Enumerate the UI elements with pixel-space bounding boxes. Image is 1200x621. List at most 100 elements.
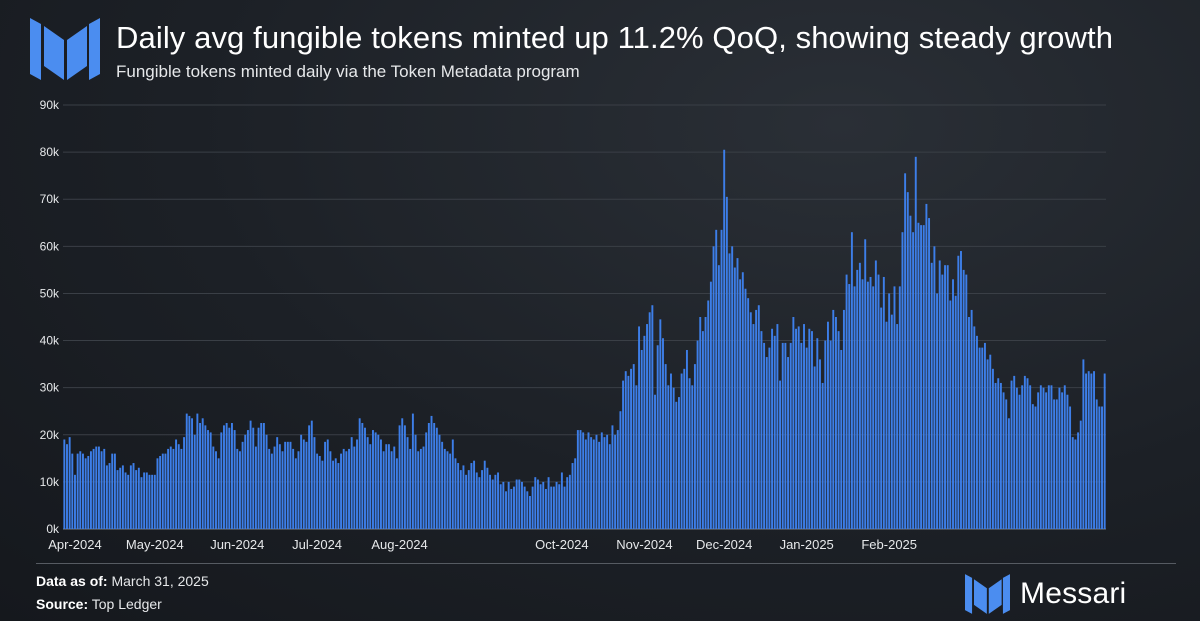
bar: [1093, 371, 1095, 529]
bar: [481, 470, 484, 529]
bar: [260, 423, 263, 529]
bar: [231, 423, 233, 529]
x-tick-label: Dec-2024: [696, 537, 752, 552]
bar: [475, 472, 478, 529]
bar: [76, 453, 79, 529]
bar: [212, 446, 215, 529]
bar: [526, 491, 529, 529]
footer-divider: [36, 563, 1176, 564]
bar: [467, 470, 470, 529]
bar: [725, 196, 728, 529]
bar: [395, 458, 398, 529]
bar: [917, 222, 920, 529]
bar: [427, 423, 430, 529]
bar: [555, 481, 558, 529]
bar: [1013, 375, 1016, 529]
bar: [209, 432, 212, 529]
bar: [662, 338, 664, 529]
bar: [414, 434, 417, 529]
bar: [811, 331, 813, 529]
bar: [1031, 404, 1034, 529]
bar: [976, 335, 978, 529]
bar: [909, 215, 912, 529]
bar: [204, 425, 207, 529]
bar: [1069, 406, 1072, 529]
bar: [390, 451, 393, 529]
bar: [1087, 371, 1090, 529]
bar: [294, 458, 297, 529]
bar: [534, 477, 537, 529]
bar: [161, 453, 164, 529]
bar: [821, 382, 824, 529]
bar: [167, 448, 170, 529]
bar: [433, 423, 436, 529]
bar: [505, 491, 507, 529]
bar: [587, 432, 590, 529]
bar: [858, 262, 861, 529]
bar: [105, 465, 108, 529]
bar: [353, 446, 356, 529]
bar: [262, 423, 265, 529]
bar: [422, 446, 425, 529]
bar: [441, 441, 444, 529]
bar: [521, 481, 523, 529]
bar: [289, 441, 292, 529]
bar: [366, 437, 369, 529]
bar: [991, 368, 994, 529]
bar: [225, 423, 228, 529]
data-as-of-value: March 31, 2025: [111, 573, 209, 589]
bar: [619, 411, 622, 529]
bar: [286, 441, 289, 529]
bar: [941, 274, 944, 529]
bar: [898, 286, 901, 529]
bar: [489, 474, 492, 529]
bar: [744, 288, 747, 529]
bar: [276, 437, 279, 529]
bar: [781, 342, 784, 529]
bar: [1039, 385, 1042, 529]
bar: [840, 349, 843, 529]
bar: [579, 430, 582, 529]
bar: [82, 453, 84, 529]
bar: [789, 342, 792, 529]
bar: [699, 317, 702, 529]
bar: [324, 441, 327, 529]
bar: [752, 324, 755, 529]
bar: [938, 260, 941, 529]
bar: [361, 423, 364, 529]
bar: [435, 427, 438, 529]
bar: [531, 486, 534, 529]
bar: [406, 437, 409, 529]
bar: [1026, 378, 1029, 529]
brand-name: Messari: [1020, 577, 1127, 610]
bar: [207, 430, 209, 529]
bar: [837, 331, 840, 529]
bar: [608, 444, 611, 529]
bar: [616, 430, 619, 529]
bar: [1098, 406, 1101, 529]
bar: [912, 232, 915, 529]
bar: [116, 470, 119, 529]
x-tick-label: May-2024: [126, 537, 184, 552]
bar: [462, 465, 465, 529]
bar: [1029, 385, 1032, 529]
bar-series: [63, 149, 1106, 530]
bar: [906, 192, 909, 529]
bar: [989, 354, 992, 529]
bar: [121, 465, 124, 529]
bar: [100, 451, 103, 529]
bar: [997, 378, 1000, 529]
bar: [1047, 385, 1050, 529]
bar: [739, 279, 742, 529]
bar: [470, 463, 473, 529]
bar: [494, 474, 497, 529]
bar: [558, 484, 561, 529]
bar: [630, 368, 633, 529]
bar: [523, 486, 526, 529]
bar: [983, 342, 986, 529]
bar: [108, 463, 111, 529]
messari-brand-icon: [965, 574, 1010, 614]
bar: [377, 434, 380, 529]
y-tick-label: 50k: [40, 286, 60, 300]
bar: [113, 453, 116, 529]
